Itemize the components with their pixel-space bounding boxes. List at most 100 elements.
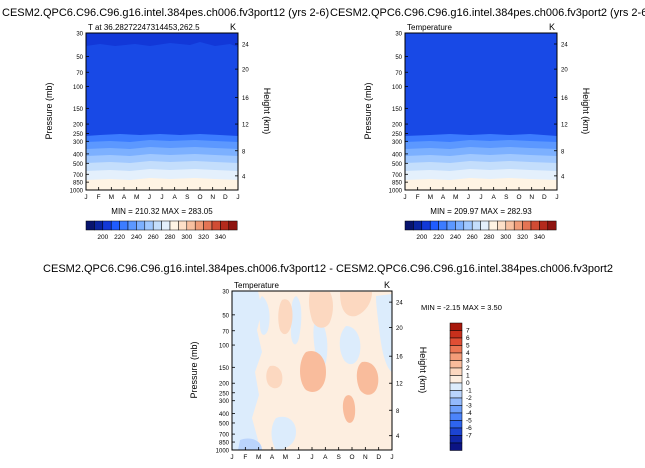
x-tick-label: M — [256, 454, 261, 461]
pressure-tick-label: 500 — [219, 421, 230, 427]
height-tick-label: 24 — [561, 42, 568, 48]
pressure-tick-label: 30 — [76, 32, 83, 38]
field-positive-region — [342, 395, 356, 423]
x-tick-label: N — [363, 454, 368, 461]
colorbar-label: -5 — [466, 418, 472, 425]
colorbar-label: 240 — [450, 234, 461, 241]
pressure-tick-label: 300 — [73, 140, 84, 146]
colorbar-box — [488, 220, 498, 231]
height-tick-label: 16 — [396, 355, 403, 361]
pressure-tick-label: 50 — [222, 313, 229, 319]
panel-bottom-y2label: Height (km) — [418, 347, 428, 394]
colorbar-box — [102, 220, 112, 231]
colorbar-box — [429, 220, 439, 231]
pressure-tick-label: 300 — [219, 399, 230, 405]
colorbar-box — [449, 375, 463, 384]
panel-top-right-subtitle: Temperature — [407, 23, 452, 32]
colorbar-box — [449, 322, 463, 331]
colorbar-label: 7 — [466, 328, 470, 335]
colorbar-label: 3 — [466, 358, 470, 365]
x-tick-label: M — [428, 194, 433, 201]
x-tick-label: A — [441, 194, 446, 201]
height-tick-label: 24 — [242, 42, 249, 48]
colorbar-box — [119, 220, 129, 231]
colorbar-box — [449, 427, 463, 436]
height-tick-label: 8 — [396, 409, 400, 415]
x-tick-label: J — [84, 194, 87, 201]
x-tick-label: J — [403, 194, 406, 201]
pressure-tick-label: 70 — [395, 71, 402, 77]
colorbar-box — [446, 220, 456, 231]
colorbar-label: -1 — [466, 388, 472, 395]
field-positive-region — [356, 361, 379, 395]
x-tick-label: J — [230, 454, 233, 461]
colorbar-box — [449, 442, 463, 451]
x-tick-label: J — [467, 194, 470, 201]
title-top-right: CESM2.QPC6.C96.C96.g16.intel.384pes.ch00… — [330, 7, 645, 19]
height-tick-label: 4 — [561, 174, 565, 180]
colorbar-box — [449, 352, 463, 361]
height-tick-label: 16 — [561, 96, 568, 102]
colorbar-box — [194, 220, 204, 231]
pressure-tick-label: 850 — [219, 441, 230, 447]
colorbar-box — [220, 220, 230, 231]
title-bottom: CESM2.QPC6.C96.C96.g16.intel.384pes.ch00… — [43, 263, 613, 275]
colorbar-box — [449, 382, 463, 391]
title-top-left: CESM2.QPC6.C96.C96.g16.intel.384pes.ch00… — [2, 7, 329, 19]
field-negative-region — [271, 416, 296, 450]
pressure-tick-label: 1000 — [70, 189, 84, 195]
pressure-tick-label: 400 — [392, 152, 403, 158]
panel-top-left-stats: MIN = 210.32 MAX = 283.05 — [111, 207, 213, 216]
colorbar-label: -6 — [466, 425, 472, 432]
field-negative-region — [259, 296, 270, 335]
panel-top-left-plot — [86, 33, 238, 190]
height-tick-label: 12 — [242, 123, 249, 129]
colorbar-label: 260 — [148, 234, 159, 241]
x-tick-label: F — [97, 194, 101, 201]
colorbar-box — [449, 367, 463, 376]
colorbar-label: 300 — [181, 234, 192, 241]
colorbar-box — [455, 220, 465, 231]
x-tick-label: S — [336, 454, 341, 461]
colorbar-box — [203, 220, 213, 231]
pressure-tick-label: 700 — [392, 173, 403, 179]
height-tick-label: 20 — [242, 68, 249, 74]
panel-top-right-axes: J F M A M J J A S O N D J305070100150200250300400500… — [389, 32, 569, 202]
pressure-tick-label: 30 — [222, 290, 229, 296]
colorbar-label: 300 — [500, 234, 511, 241]
pressure-tick-label: 1000 — [389, 189, 403, 195]
field-positive-region — [308, 292, 333, 328]
height-tick-label: 8 — [561, 149, 565, 155]
pressure-tick-label: 100 — [392, 85, 403, 91]
x-tick-label: O — [349, 454, 354, 461]
pressure-tick-label: 500 — [392, 162, 403, 168]
panel-bottom-axes: J F M A M J J A S O N D J 30 50 70 100 150 200 250 300 400 500… — [216, 290, 404, 462]
colorbar-box — [186, 220, 196, 231]
colorbar-label: 280 — [165, 234, 176, 241]
colorbar-box — [449, 420, 463, 429]
panel-top-right-y2label: Height (km) — [581, 88, 591, 135]
x-tick-label: A — [270, 454, 275, 461]
x-tick-label: M — [109, 194, 114, 201]
colorbar-label: 200 — [416, 234, 427, 241]
pressure-tick-label: 850 — [392, 181, 403, 187]
x-tick-label: O — [516, 194, 521, 201]
colorbar-box — [463, 220, 473, 231]
colorbar-box — [522, 220, 532, 231]
colorbar-box — [480, 220, 490, 231]
field-positive-region — [266, 365, 283, 389]
field-negative-region — [238, 438, 262, 450]
colorbar-label: 240 — [131, 234, 142, 241]
x-tick-label: A — [323, 454, 328, 461]
panel-top-left-y2label: Height (km) — [262, 88, 272, 135]
colorbar-box — [127, 220, 137, 231]
colorbar-box — [449, 397, 463, 406]
colorbar-label: 220 — [114, 234, 125, 241]
x-tick-label: A — [172, 194, 177, 201]
pressure-tick-label: 400 — [219, 412, 230, 418]
colorbar-label: 0 — [466, 380, 470, 387]
pressure-tick-label: 150 — [73, 107, 84, 113]
height-tick-label: 4 — [396, 434, 400, 440]
colorbar-label: 220 — [433, 234, 444, 241]
